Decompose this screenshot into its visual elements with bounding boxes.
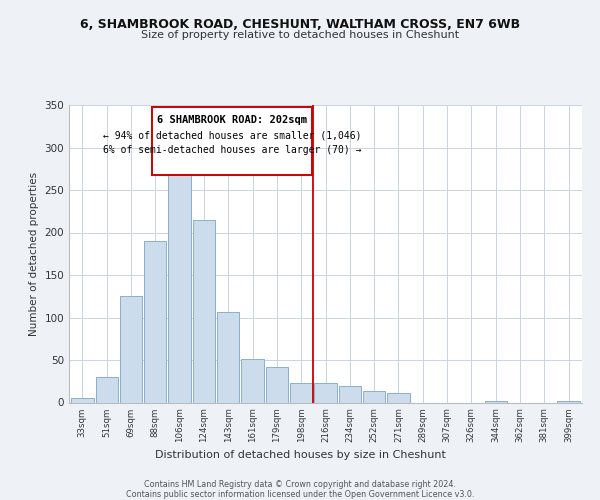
Text: Size of property relative to detached houses in Cheshunt: Size of property relative to detached ho…	[141, 30, 459, 40]
Text: ← 94% of detached houses are smaller (1,046): ← 94% of detached houses are smaller (1,…	[103, 130, 361, 140]
Bar	[144, 241, 166, 402]
Text: 6, SHAMBROOK ROAD, CHESHUNT, WALTHAM CROSS, EN7 6WB: 6, SHAMBROOK ROAD, CHESHUNT, WALTHAM CRO…	[80, 18, 520, 30]
Text: 6% of semi-detached houses are larger (70) →: 6% of semi-detached houses are larger (7…	[103, 145, 361, 155]
Bar	[217, 312, 239, 402]
Bar	[95, 377, 118, 402]
Bar	[387, 393, 410, 402]
Bar	[266, 367, 288, 402]
Bar	[241, 359, 264, 403]
Bar	[363, 390, 385, 402]
Bar	[169, 152, 191, 403]
Bar	[71, 398, 94, 402]
Bar	[338, 386, 361, 402]
Bar	[314, 383, 337, 402]
Text: Contains HM Land Registry data © Crown copyright and database right 2024.: Contains HM Land Registry data © Crown c…	[144, 480, 456, 489]
Text: Distribution of detached houses by size in Cheshunt: Distribution of detached houses by size …	[155, 450, 445, 460]
Bar	[557, 401, 580, 402]
Text: 6 SHAMBROOK ROAD: 202sqm: 6 SHAMBROOK ROAD: 202sqm	[157, 116, 307, 126]
Bar	[152, 106, 312, 174]
Bar	[120, 296, 142, 403]
Text: Contains public sector information licensed under the Open Government Licence v3: Contains public sector information licen…	[126, 490, 474, 499]
Bar	[193, 220, 215, 402]
Bar	[485, 401, 507, 402]
Bar	[290, 383, 313, 402]
Y-axis label: Number of detached properties: Number of detached properties	[29, 172, 39, 336]
